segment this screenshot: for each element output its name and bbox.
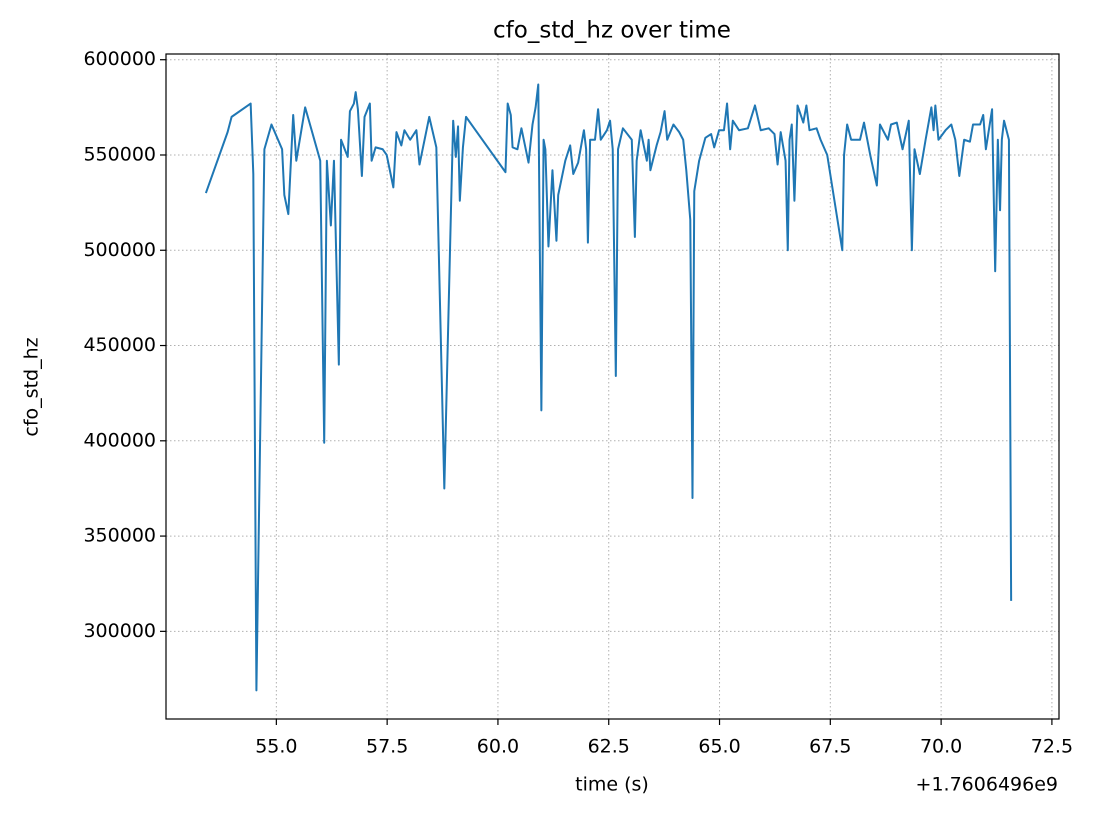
- x-tick-label: 62.5: [588, 736, 630, 758]
- y-tick-label: 350000: [83, 525, 156, 547]
- data-line: [204, 83, 1013, 692]
- y-tick-label: 450000: [83, 334, 156, 356]
- y-tick-label: 550000: [83, 143, 156, 165]
- x-tick-label: 67.5: [809, 736, 851, 758]
- y-axis-label: cfo_std_hz: [21, 337, 43, 436]
- x-tick-label: 70.0: [920, 736, 962, 758]
- x-tick-label: 72.5: [1031, 736, 1073, 758]
- y-tick-label: 300000: [83, 620, 156, 642]
- x-tick-label: 65.0: [698, 736, 740, 758]
- y-tick-label: 600000: [83, 48, 156, 70]
- x-offset-label: +1.7606496e9: [916, 774, 1058, 796]
- x-tick-label: 57.5: [366, 736, 408, 758]
- x-axis-label: time (s): [575, 774, 649, 796]
- x-tick-label: 55.0: [255, 736, 297, 758]
- plot-frame: [165, 53, 1060, 720]
- y-tick-label: 400000: [83, 429, 156, 451]
- y-tick-label: 500000: [83, 239, 156, 261]
- chart-title: cfo_std_hz over time: [493, 18, 731, 44]
- x-tick-label: 60.0: [477, 736, 519, 758]
